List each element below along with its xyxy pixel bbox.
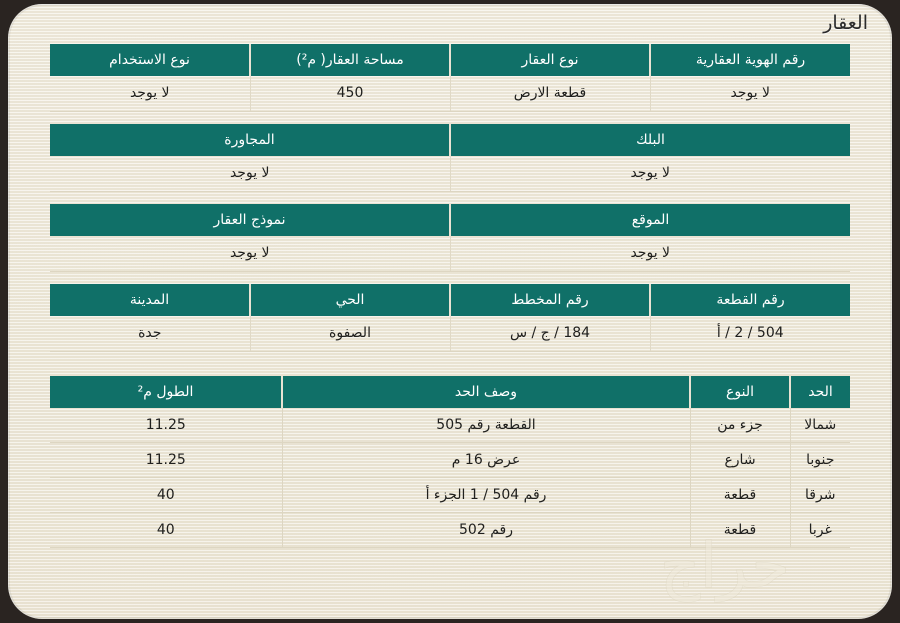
table-cell: قطعة bbox=[690, 477, 791, 513]
table-cell: قطعة bbox=[690, 512, 791, 548]
table-cell: الصفوة bbox=[250, 316, 451, 352]
table-header-row: رقم القطعة رقم المخطط الحي المدينة bbox=[50, 284, 850, 316]
boundaries-table: الحد النوع وصف الحد الطول م² شمالا جزء م… bbox=[50, 375, 850, 548]
column-header: الحي bbox=[249, 284, 451, 316]
table-header-row: البلك المجاورة bbox=[50, 124, 850, 156]
band-spacer bbox=[50, 271, 850, 284]
column-header: رقم القطعة bbox=[649, 284, 850, 316]
table-row: شرقا قطعة رقم 504 / 1 الجزء أ 40 bbox=[50, 477, 850, 513]
table-cell: جنوبا bbox=[790, 442, 850, 478]
column-header: المجاورة bbox=[50, 124, 451, 156]
table-cell: جزء من bbox=[690, 407, 791, 443]
column-header: المدينة bbox=[50, 284, 251, 316]
table-cell: شرقا bbox=[790, 477, 850, 513]
table-cell: رقم 502 bbox=[282, 512, 691, 548]
table-cell: لا يوجد bbox=[650, 76, 850, 112]
table-cell: 184 / ج / س bbox=[450, 316, 651, 352]
table-row: غربا قطعة رقم 502 40 bbox=[50, 512, 850, 548]
table-cell: لا يوجد bbox=[50, 236, 451, 272]
table-row: 504 / 2 / أ 184 / ج / س الصفوة جدة bbox=[50, 316, 850, 352]
table-cell: عرض 16 م bbox=[282, 442, 691, 478]
table-cell: لا يوجد bbox=[450, 156, 850, 192]
property-details-table: رقم الهوية العقارية نوع العقار مساحة الع… bbox=[50, 44, 850, 352]
table-header-row: الحد النوع وصف الحد الطول م² bbox=[50, 375, 850, 408]
column-header: النوع bbox=[689, 375, 791, 408]
table-header-row: الموقع نموذج العقار bbox=[50, 204, 850, 236]
table-cell: 40 bbox=[50, 477, 283, 513]
table-cell: غربا bbox=[790, 512, 850, 548]
column-header: نموذج العقار bbox=[50, 204, 451, 236]
table-cell: شارع bbox=[690, 442, 791, 478]
page-title: العقار bbox=[823, 12, 868, 34]
table-cell: 11.25 bbox=[50, 442, 283, 478]
table-row: لا يوجد قطعة الارض 450 لا يوجد bbox=[50, 76, 850, 112]
table-row: شمالا جزء من القطعة رقم 505 11.25 bbox=[50, 407, 850, 443]
column-header: الطول م² bbox=[50, 375, 283, 408]
table-row: جنوبا شارع عرض 16 م 11.25 bbox=[50, 442, 850, 478]
band-spacer bbox=[50, 191, 850, 204]
table-cell: 504 / 2 / أ bbox=[650, 316, 850, 352]
column-header: وصف الحد bbox=[281, 375, 691, 408]
table-cell: لا يوجد bbox=[450, 236, 850, 272]
tables-container: رقم الهوية العقارية نوع العقار مساحة الع… bbox=[50, 44, 850, 548]
band-spacer bbox=[50, 111, 850, 124]
document-card: العقار رقم الهوية العقارية نوع العقار مس… bbox=[8, 4, 892, 619]
table-cell: لا يوجد bbox=[50, 156, 451, 192]
column-header: نوع الاستخدام bbox=[50, 44, 251, 76]
column-header: مساحة العقار( م²) bbox=[249, 44, 451, 76]
table-cell: القطعة رقم 505 bbox=[282, 407, 691, 443]
table-cell: قطعة الارض bbox=[450, 76, 651, 112]
column-header: الموقع bbox=[449, 204, 850, 236]
column-header: رقم المخطط bbox=[449, 284, 651, 316]
table-cell: لا يوجد bbox=[50, 76, 251, 112]
column-header: الحد bbox=[789, 375, 850, 408]
table-header-row: رقم الهوية العقارية نوع العقار مساحة الع… bbox=[50, 44, 850, 76]
table-cell: 40 bbox=[50, 512, 283, 548]
table-cell: جدة bbox=[50, 316, 251, 352]
table-cell: 450 bbox=[250, 76, 451, 112]
table-row: لا يوجد لا يوجد bbox=[50, 156, 850, 192]
table-row: لا يوجد لا يوجد bbox=[50, 236, 850, 272]
column-header: البلك bbox=[449, 124, 850, 156]
column-header: رقم الهوية العقارية bbox=[649, 44, 850, 76]
table-cell: شمالا bbox=[790, 407, 850, 443]
table-cell: رقم 504 / 1 الجزء أ bbox=[282, 477, 691, 513]
table-cell: 11.25 bbox=[50, 407, 283, 443]
column-header: نوع العقار bbox=[449, 44, 651, 76]
